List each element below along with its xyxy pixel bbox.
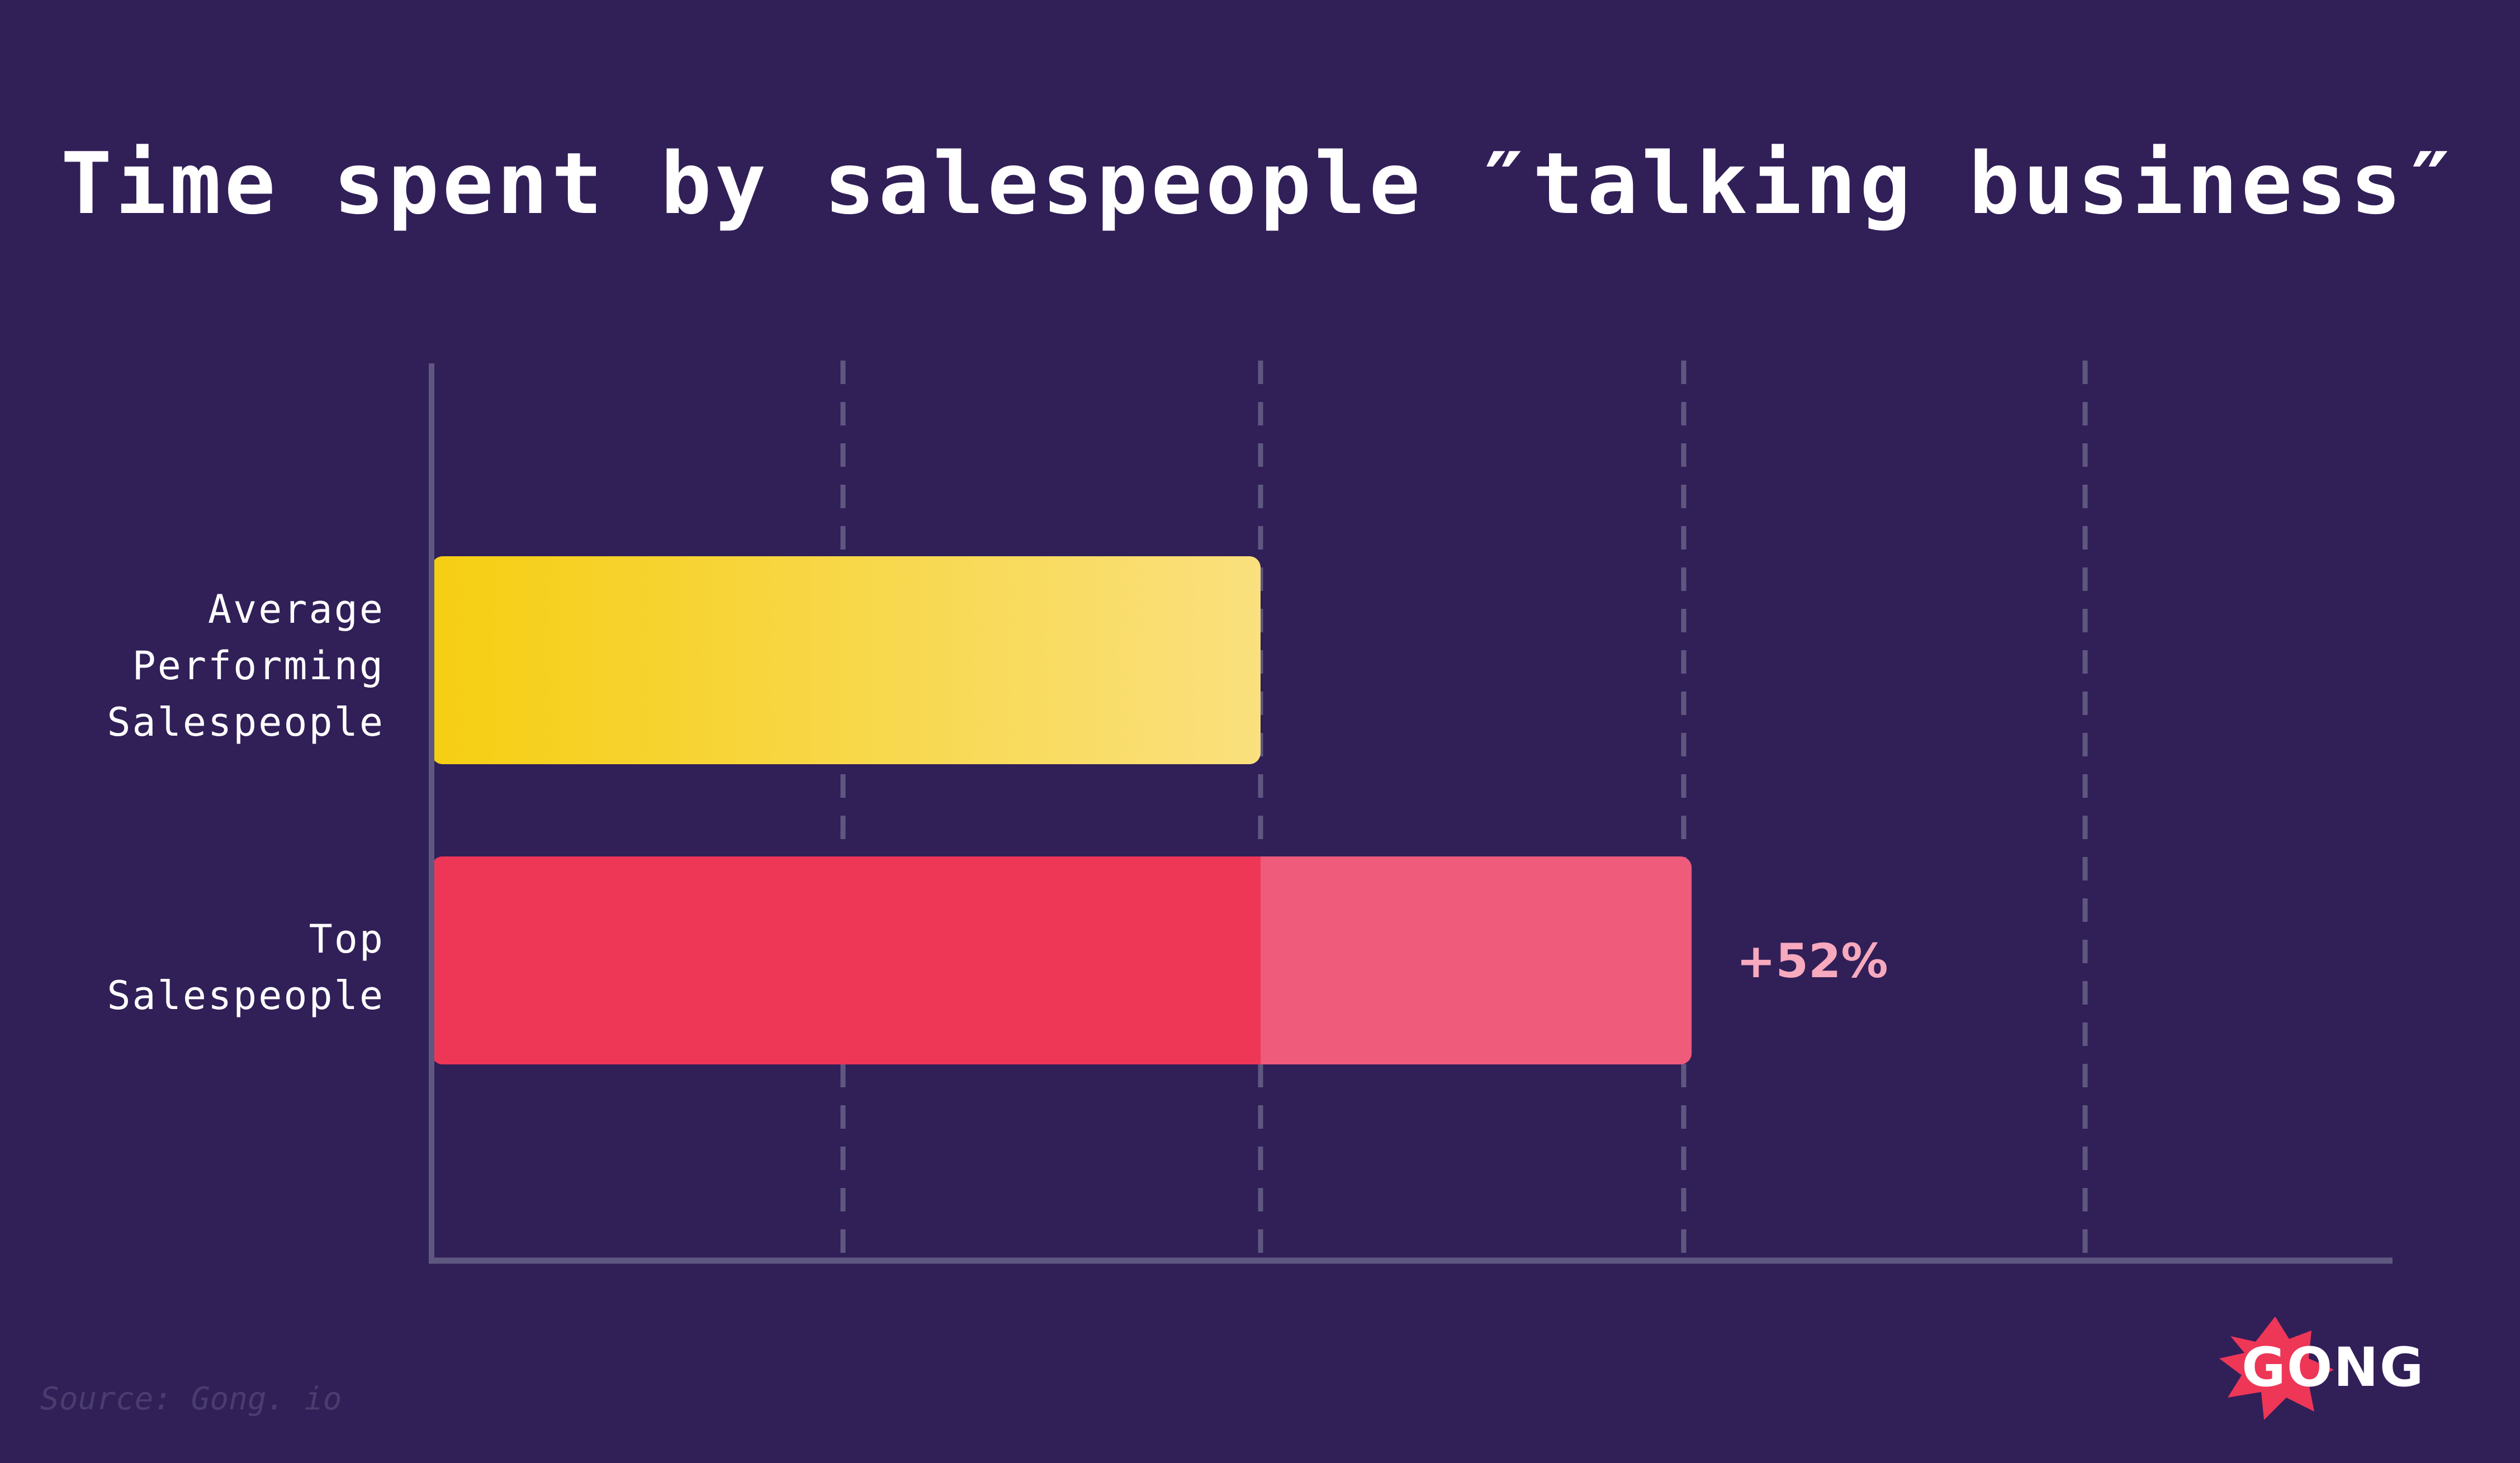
bar-top-base xyxy=(432,856,1261,1064)
category-label-top: Top Salespeople xyxy=(0,911,385,1024)
bar-average xyxy=(432,556,1261,764)
logo-text: GONG xyxy=(2242,1336,2425,1399)
source-note: Source: Gong. io xyxy=(40,1381,342,1417)
annotation-label: +52% xyxy=(1736,934,1888,988)
chart-title: Time spent by salespeople ″talking busin… xyxy=(60,134,2460,233)
category-label-average: Average Performing Salespeople xyxy=(0,581,385,751)
category-label-line: Performing xyxy=(132,643,385,689)
starburst-icon xyxy=(2219,1317,2334,1420)
category-label-line: Top xyxy=(309,916,385,962)
category-label-line: Salespeople xyxy=(107,973,385,1019)
gong-logo: GONG xyxy=(2214,1314,2424,1426)
bar-top-base-edge xyxy=(1244,856,1261,1064)
category-label-line: Salespeople xyxy=(107,699,385,745)
category-label-line: Average xyxy=(207,586,385,632)
